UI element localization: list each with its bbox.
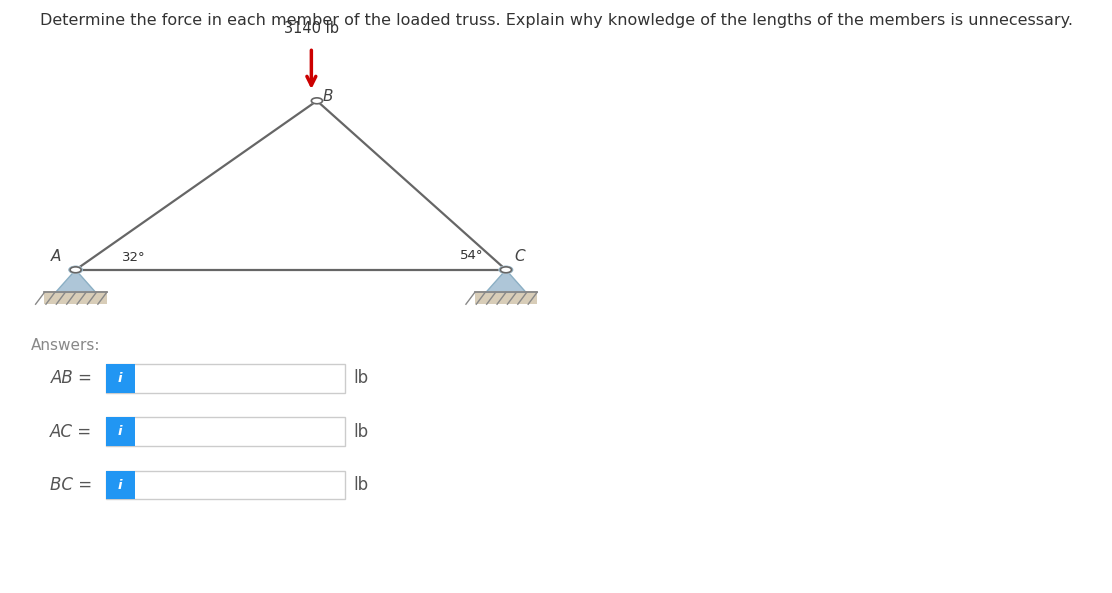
Circle shape [69, 266, 82, 273]
FancyBboxPatch shape [44, 291, 107, 304]
FancyBboxPatch shape [106, 364, 135, 393]
Text: BC =: BC = [50, 476, 92, 494]
Text: i: i [118, 372, 122, 385]
Circle shape [311, 98, 322, 104]
Text: 32°: 32° [122, 251, 146, 264]
Text: lb: lb [354, 369, 369, 387]
Polygon shape [56, 270, 96, 292]
FancyBboxPatch shape [106, 364, 345, 393]
Text: A: A [50, 248, 61, 264]
Text: AC =: AC = [50, 423, 92, 441]
Text: C: C [514, 249, 525, 264]
Text: i: i [118, 425, 122, 438]
Text: lb: lb [354, 423, 369, 441]
FancyBboxPatch shape [475, 291, 537, 304]
Text: Answers:: Answers: [31, 338, 100, 353]
Text: 3140 lb: 3140 lb [284, 21, 339, 36]
Text: AB =: AB = [50, 369, 92, 387]
Circle shape [499, 266, 513, 273]
Circle shape [500, 267, 512, 273]
FancyBboxPatch shape [106, 471, 135, 499]
Text: Determine the force in each member of the loaded truss. Explain why knowledge of: Determine the force in each member of th… [40, 13, 1072, 28]
FancyBboxPatch shape [106, 417, 135, 446]
FancyBboxPatch shape [106, 471, 345, 499]
Text: lb: lb [354, 476, 369, 494]
Text: i: i [118, 479, 122, 492]
FancyBboxPatch shape [106, 417, 345, 446]
Text: 54°: 54° [460, 249, 484, 262]
Circle shape [70, 267, 81, 273]
Polygon shape [486, 270, 526, 292]
Text: B: B [322, 88, 334, 104]
